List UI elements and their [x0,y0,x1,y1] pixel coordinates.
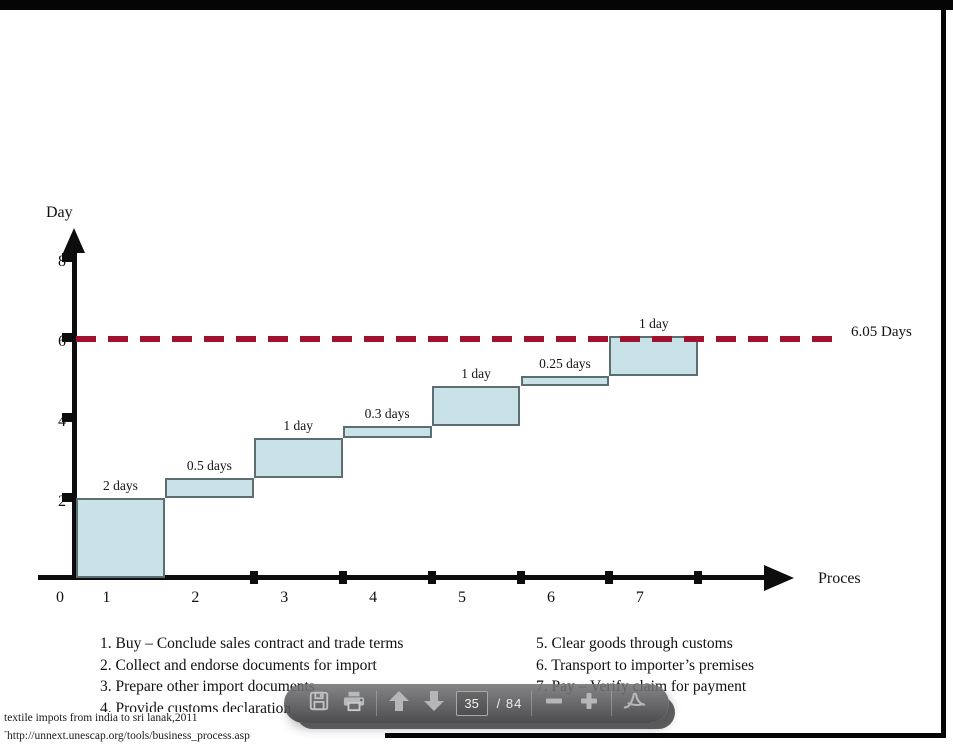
footnote-url: http://unnext.unescap.org/tools/business… [7,729,250,742]
x-axis-number: 4 [369,589,378,606]
x-axis-tick [427,571,436,584]
x-axis-arrow-icon [764,565,794,591]
footnote-source-line: textile impots from india to sri lanak,2… [4,712,198,724]
x-axis-title: Proces [818,570,861,587]
y-axis-arrow-icon [63,228,85,253]
y-axis-title: Day [46,204,73,221]
legend-item: 3. Prepare other import documents [100,678,315,695]
y-axis-tick [62,333,76,342]
page-up-icon [387,689,411,718]
x-axis-tick [605,571,614,584]
legend-column-left: 1. Buy – Conclude sales contract and tra… [100,633,403,719]
page-right-border [941,10,946,735]
zoom-out-button[interactable] [541,691,567,717]
process-bar [76,498,165,578]
page-down-button[interactable] [421,691,447,717]
page-up-button[interactable] [386,691,412,717]
duration-label: 1 day [639,316,669,331]
page-number-input[interactable]: 35 [455,691,488,716]
page-top-border [0,0,953,10]
process-bar [520,376,610,386]
duration-label: 0.25 days [539,356,591,371]
duration-label: 0.5 days [186,458,232,473]
duration-label: 2 days [103,478,138,493]
save-icon [308,690,330,717]
page-number-value: 35 [464,696,479,711]
page-bottom-border [385,733,946,738]
toolbar-divider [531,691,533,716]
footnote-url-line: -http://unnext.unescap.org/tools/busines… [4,725,250,743]
legend-item: 2. Collect and endorse documents for imp… [100,656,377,674]
process-bar [342,426,432,438]
y-axis-tick [62,253,76,262]
legend-item: 1. Buy – Conclude sales contract and tra… [100,635,404,652]
x-axis-number: 1 [102,589,111,606]
total-dashed-line [76,336,836,342]
footnote-marker: - [4,726,7,736]
print-button[interactable] [341,691,367,717]
page-count-label: / 84 [496,696,523,711]
x-axis-tick [516,571,525,584]
zoom-in-icon [578,690,600,717]
x-axis-number: 5 [458,589,467,606]
process-bar [253,438,343,478]
x-axis-number: 7 [635,589,644,606]
x-axis-number: 2 [191,589,200,606]
zoom-in-button[interactable] [576,691,602,717]
process-bar [164,478,254,498]
pdf-toolbar: 35 / 84 [284,684,669,723]
x-axis-number: 6 [546,589,555,606]
x-axis-tick [249,571,258,584]
x-axis-number: 3 [280,589,289,606]
footnote: textile impots from india to sri lanak,2… [4,712,250,743]
y-axis-tick [62,493,76,502]
toolbar-divider [375,691,377,716]
x-axis [38,575,768,580]
duration-label: 0.3 days [364,406,410,421]
legend-item: 5. Clear goods through customs [536,635,733,652]
acrobat-button[interactable] [621,691,647,717]
save-button[interactable] [306,691,332,717]
page-down-icon [422,689,446,718]
process-bar [431,386,521,426]
x-axis-tick [694,571,703,584]
duration-label: 1 day [461,366,491,381]
zoom-out-icon [543,690,565,717]
duration-label: 1 day [283,418,314,433]
total-days-label: 6.05 Days [851,324,912,340]
toolbar-divider [611,691,613,716]
print-icon [342,690,366,717]
y-axis-tick [62,413,76,422]
origin-label: 0 [56,589,64,606]
process-bar [609,336,699,376]
legend-item: 6. Transport to importer’s premises [536,656,754,674]
x-axis-tick [338,571,347,584]
acrobat-icon [622,690,646,717]
